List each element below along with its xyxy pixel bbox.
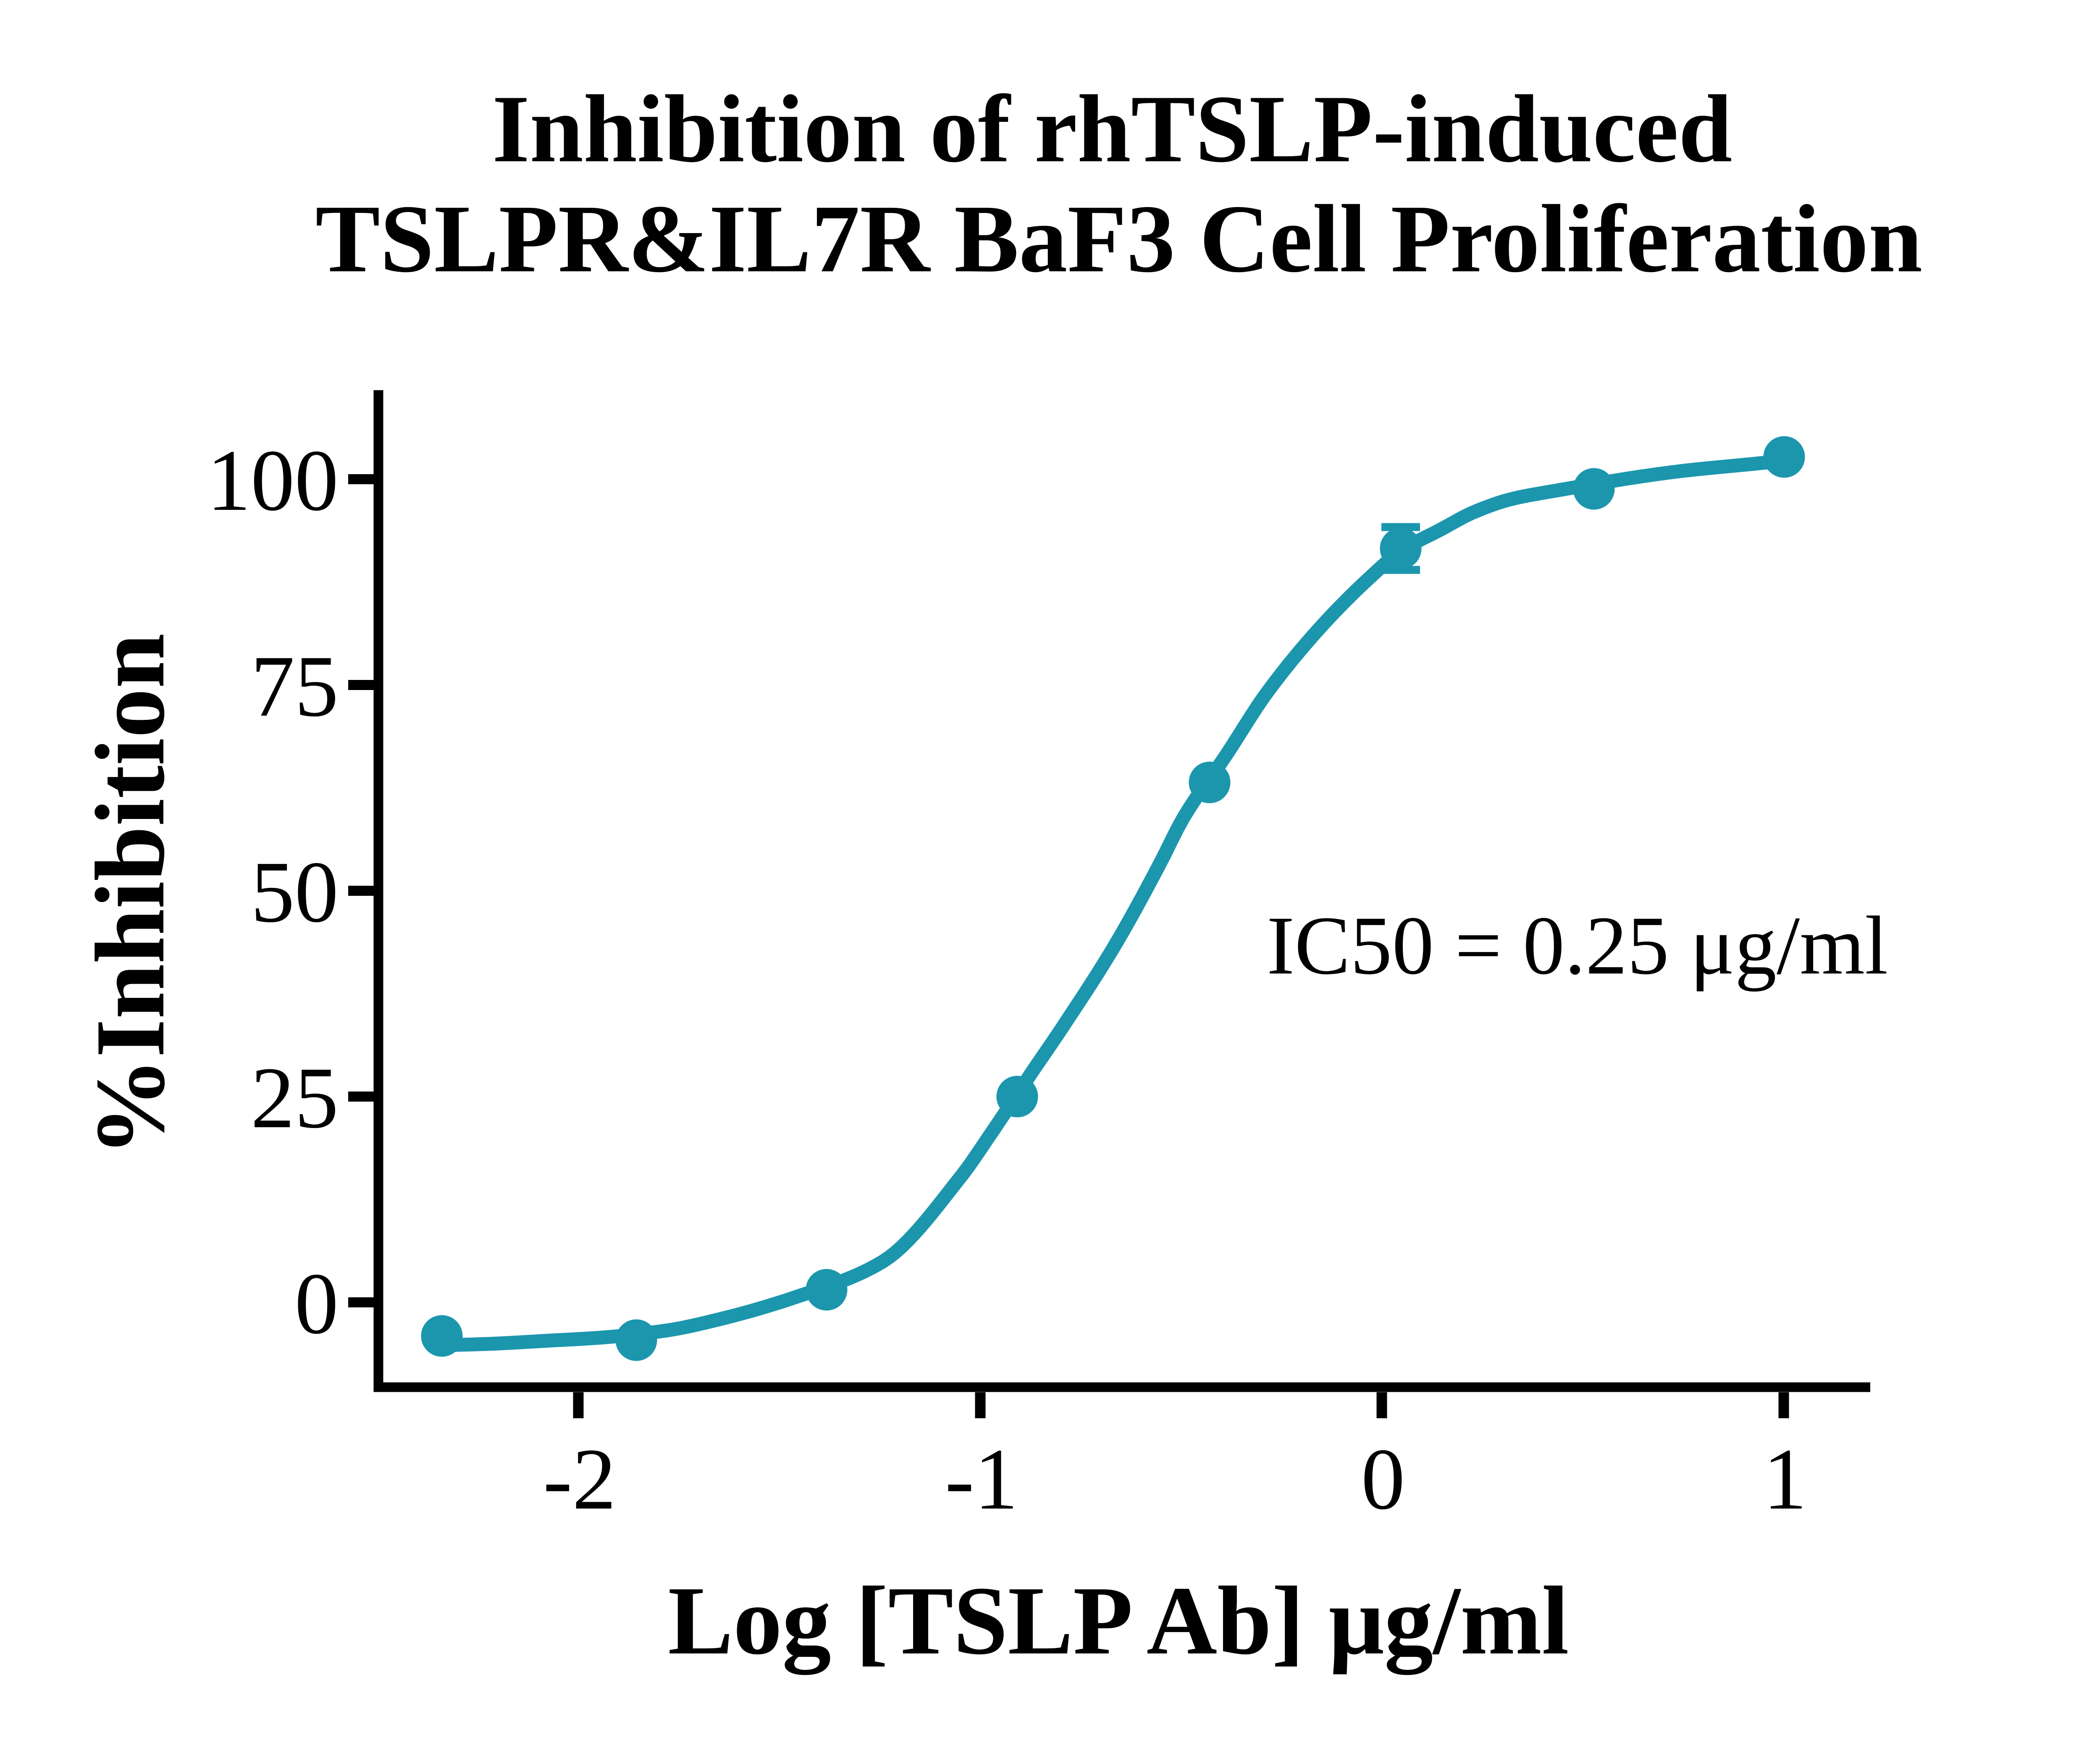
svg-text:1: 1 [1763, 1431, 1807, 1528]
svg-text:TSLPR&IL7R BaF3 Cell Prolifera: TSLPR&IL7R BaF3 Cell Proliferation [315, 185, 1922, 292]
svg-text:25: 25 [251, 1050, 339, 1147]
svg-text:%Inhibition: %Inhibition [76, 633, 185, 1157]
svg-text:0: 0 [295, 1255, 339, 1352]
svg-text:-2: -2 [543, 1431, 616, 1528]
svg-text:Inhibition of rhTSLP-induced: Inhibition of rhTSLP-induced [492, 75, 1732, 182]
svg-text:-1: -1 [945, 1431, 1018, 1528]
svg-text:100: 100 [207, 432, 339, 529]
svg-text:75: 75 [251, 638, 339, 735]
svg-text:Log [TSLP Ab] μg/ml: Log [TSLP Ab] μg/ml [668, 1567, 1569, 1675]
svg-text:IC50 = 0.25 μg/ml: IC50 = 0.25 μg/ml [1267, 900, 1888, 992]
svg-text:50: 50 [251, 844, 339, 941]
svg-text:0: 0 [1361, 1431, 1405, 1528]
